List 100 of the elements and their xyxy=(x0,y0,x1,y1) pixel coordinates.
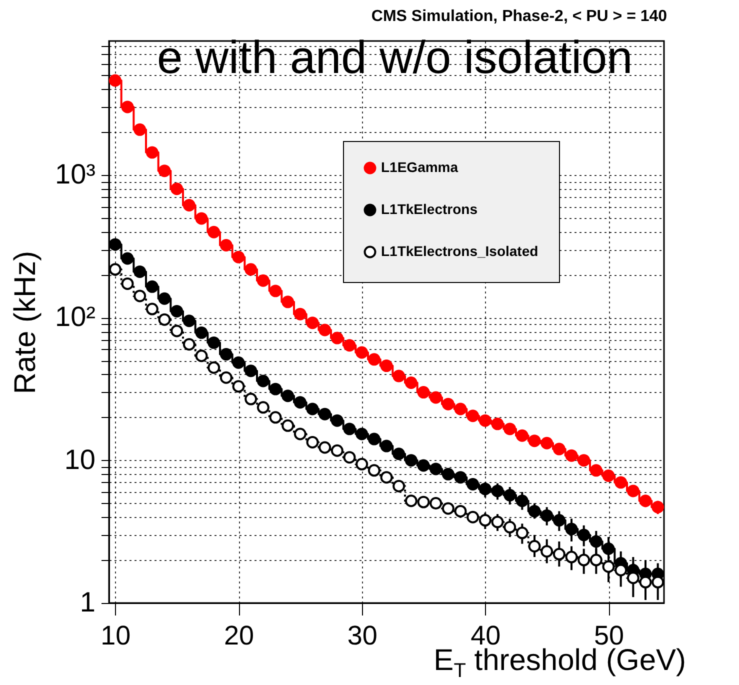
point xyxy=(540,509,554,522)
point xyxy=(232,380,245,393)
point xyxy=(182,314,196,328)
point xyxy=(208,226,220,238)
point xyxy=(282,419,294,432)
point xyxy=(146,146,158,159)
point xyxy=(170,304,184,318)
point xyxy=(182,199,196,212)
point xyxy=(528,434,541,448)
point xyxy=(170,324,184,338)
y-tick-label: 1 xyxy=(80,586,96,618)
point xyxy=(195,212,208,225)
point xyxy=(294,396,306,409)
point xyxy=(108,74,122,87)
x-tick-label: 20 xyxy=(224,620,254,650)
point xyxy=(244,392,258,406)
point xyxy=(232,356,245,369)
point xyxy=(552,548,566,560)
point xyxy=(182,338,196,351)
x-tick-label: 10 xyxy=(100,620,131,650)
point xyxy=(256,274,270,287)
point xyxy=(392,480,406,492)
y-tick-label: 10 xyxy=(64,444,96,475)
legend-label: L1TkElectrons_Isolated xyxy=(381,243,538,259)
point xyxy=(232,250,245,264)
point xyxy=(170,182,184,196)
point xyxy=(306,436,319,448)
point xyxy=(540,436,554,450)
point xyxy=(565,522,578,536)
point xyxy=(356,428,368,440)
point xyxy=(614,476,628,489)
point xyxy=(516,429,528,442)
point xyxy=(356,458,368,470)
point xyxy=(108,238,122,251)
point xyxy=(392,448,406,460)
point xyxy=(208,336,220,349)
point xyxy=(306,316,319,330)
point xyxy=(318,324,332,336)
point xyxy=(478,514,492,527)
point xyxy=(330,444,344,457)
point xyxy=(417,459,430,472)
point xyxy=(602,542,615,555)
point xyxy=(146,302,158,316)
point xyxy=(578,454,590,467)
point xyxy=(552,514,566,527)
point xyxy=(121,277,134,290)
point xyxy=(478,482,492,496)
point xyxy=(590,535,602,548)
point xyxy=(208,361,220,374)
point xyxy=(318,441,332,454)
point xyxy=(343,451,356,464)
point xyxy=(602,470,615,482)
point xyxy=(652,500,664,514)
point xyxy=(392,370,406,382)
point xyxy=(478,414,492,427)
point xyxy=(565,550,578,564)
legend-label: L1TkElectrons xyxy=(381,201,478,217)
point xyxy=(269,284,282,298)
point xyxy=(158,292,171,305)
point xyxy=(256,401,270,414)
point xyxy=(590,464,602,477)
point xyxy=(330,332,344,344)
point xyxy=(134,290,146,302)
point xyxy=(330,414,344,427)
point xyxy=(343,339,356,352)
point xyxy=(244,263,258,276)
point xyxy=(528,540,541,552)
point xyxy=(565,449,578,462)
point xyxy=(590,554,602,566)
point xyxy=(220,371,232,384)
point xyxy=(380,360,393,372)
point xyxy=(158,313,171,326)
legend-label: L1EGamma xyxy=(381,159,458,175)
point xyxy=(578,554,590,566)
point xyxy=(578,528,590,542)
point xyxy=(356,346,368,359)
point xyxy=(430,462,442,476)
point xyxy=(244,364,258,378)
point xyxy=(454,504,467,518)
point xyxy=(516,494,528,508)
point xyxy=(195,350,208,362)
point xyxy=(491,516,504,528)
point xyxy=(404,376,418,389)
point xyxy=(491,418,504,430)
point xyxy=(417,496,430,508)
point xyxy=(282,390,294,402)
point xyxy=(430,497,442,510)
point xyxy=(504,520,516,534)
point xyxy=(639,494,652,508)
point xyxy=(466,410,480,422)
point xyxy=(430,391,442,404)
point xyxy=(404,494,418,508)
x-tick-label: 30 xyxy=(347,620,378,650)
x-axis-title: E$_{T}$ threshold (GeV) xyxy=(434,644,686,682)
point xyxy=(294,308,306,320)
point xyxy=(552,442,566,456)
point xyxy=(466,478,480,490)
point xyxy=(294,428,306,440)
point xyxy=(442,468,454,480)
point xyxy=(417,386,430,399)
